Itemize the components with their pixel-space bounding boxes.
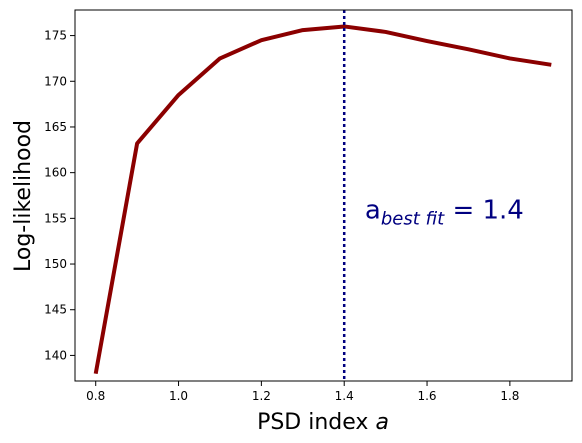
annotation-suffix: = 1.4 [444,195,524,225]
annotation-base: a [365,195,381,225]
y-tick-label: 145 [44,303,67,317]
y-axis-label: Log-likelihood [11,120,36,272]
x-tick-label: 1.6 [417,389,436,403]
y-tick-label: 140 [44,348,67,362]
x-tick-label: 0.8 [86,389,105,403]
x-tick-label: 1.2 [252,389,271,403]
x-tick-label: 1.8 [500,389,519,403]
annotation-subscript: best fit [381,208,445,229]
series-line-log-likelihood [93,24,552,375]
y-tick-label: 170 [44,74,67,88]
ticks-layer: 0.8 1.0 1.2 1.4 1.6 1.8 140 145 150 155 160 165 170 1… [44,29,519,403]
x-axis-label-variable: a [375,410,388,435]
y-tick-label: 175 [44,29,67,43]
y-tick-label: 165 [44,120,67,134]
x-axis-label-text: PSD index [257,410,375,435]
x-axis-label: PSD index a [257,410,389,435]
plot-frame [74,9,573,382]
y-tick-label: 155 [44,211,67,225]
y-tick-label: 160 [44,166,67,180]
x-tick-label: 1.0 [169,389,188,403]
best-fit-annotation: abest fit = 1.4 [365,195,524,229]
y-tick-label: 150 [44,257,67,271]
x-tick-label: 1.4 [335,389,354,403]
